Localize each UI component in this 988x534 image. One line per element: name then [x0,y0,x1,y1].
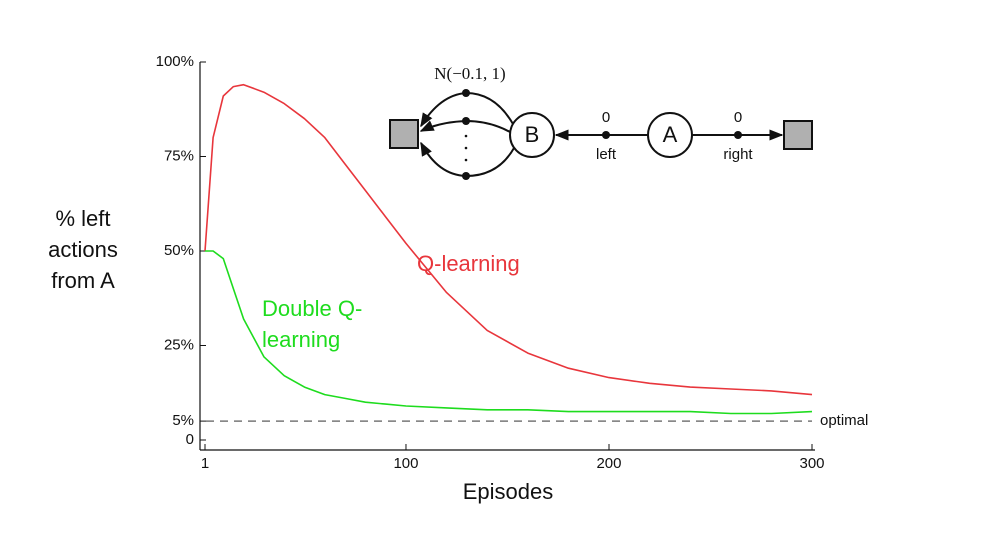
arrow-b-bottom [420,141,515,178]
y-tick-label: 5% [172,412,194,429]
x-tick-label: 1 [201,455,209,472]
reference-label: optimal [820,412,868,429]
y-tick-label: 50% [164,242,194,259]
terminal-left [389,119,419,149]
x-tick-label: 200 [596,455,621,472]
state-label: A [663,122,678,147]
series-line [205,250,813,415]
reward-label: 0 [602,109,610,126]
action-dot [734,131,742,139]
axes [199,62,815,451]
noise-label: N(−0.1, 1) [434,64,505,83]
state-b [509,112,555,158]
node-dot [462,89,470,97]
series-label: Double Q-learning [262,296,363,352]
terminal-right [783,120,813,150]
state-label: B [525,122,540,147]
y-axis-label: % left actions from A [48,206,118,293]
node-dot [462,172,470,180]
y-tick-label: 100% [156,53,194,70]
x-tick-label: 300 [799,455,824,472]
x-tick-label: 100 [393,455,418,472]
action-dot [602,131,610,139]
ellipsis-dot [464,146,468,150]
y-tick-label: 0 [186,431,194,448]
action-label: right [723,146,753,163]
reward-label: 0 [734,109,742,126]
ellipsis-dot [464,158,468,162]
x-axis-label: Episodes [463,479,554,504]
series-label: Q-learning [417,251,520,276]
mdp-diagram: N(−0.1, 1) B A 0 0 left right [389,64,813,180]
ellipsis-dot [464,134,468,138]
series-line [204,83,813,396]
y-tick-label: 75% [164,147,194,164]
node-dot [462,117,470,125]
action-label: left [596,146,617,163]
y-tick-label: 25% [164,336,194,353]
